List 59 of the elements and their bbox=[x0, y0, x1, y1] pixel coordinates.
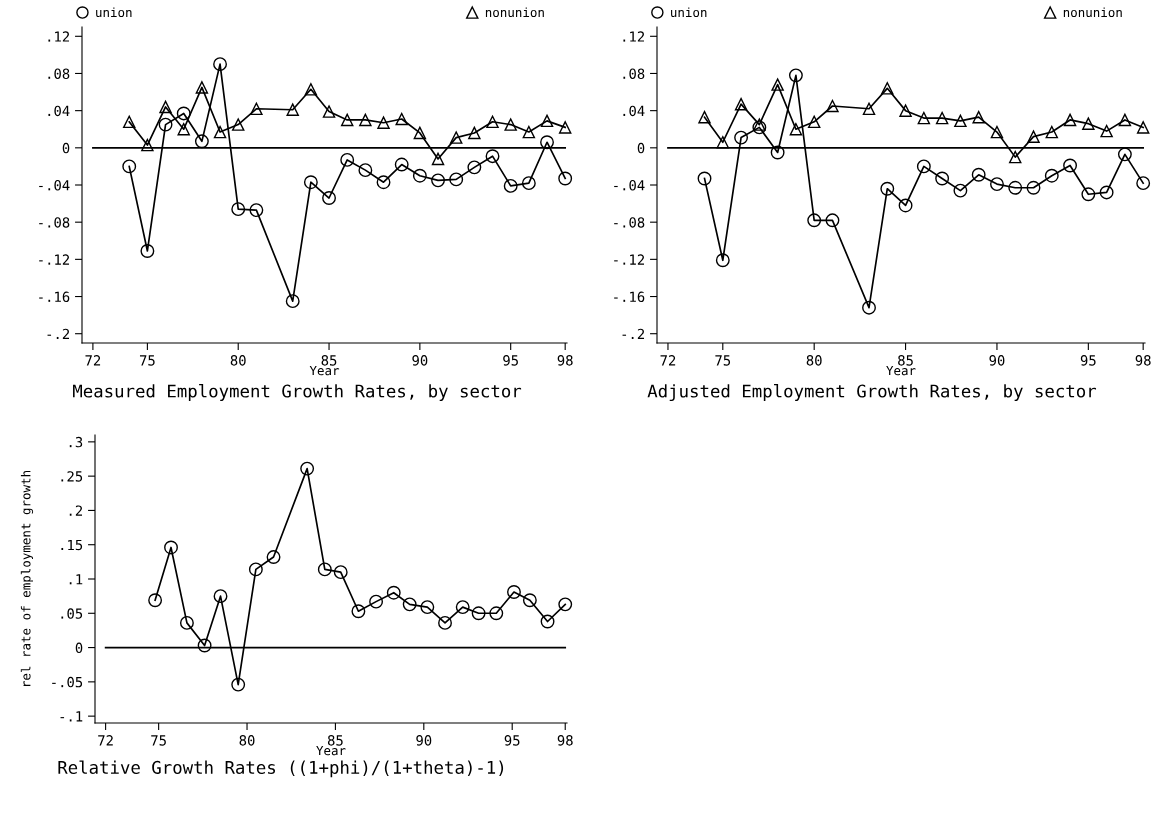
x-tick-label: 95 bbox=[503, 355, 518, 366]
legend-label: union bbox=[96, 7, 132, 18]
y-tick-label: 0 bbox=[75, 642, 83, 654]
x-tick-label: 90 bbox=[416, 735, 432, 746]
x-tick-label: 72 bbox=[98, 735, 113, 746]
x-tick-label: 75 bbox=[715, 355, 731, 366]
x-tick-label: 80 bbox=[239, 735, 255, 746]
x-tick-label: 72 bbox=[85, 355, 101, 366]
x-tick-label: 75 bbox=[139, 355, 155, 366]
x-tick-label: 75 bbox=[151, 735, 166, 746]
legend-label: union bbox=[671, 7, 707, 18]
y-tick-label: -.12 bbox=[39, 254, 70, 265]
y-tick-label: .3 bbox=[69, 436, 83, 448]
y-tick-label: .04 bbox=[48, 105, 70, 117]
x-axis-title: Year bbox=[886, 365, 916, 376]
y-tick-label: -.08 bbox=[614, 217, 645, 228]
y-tick-label: -.16 bbox=[614, 291, 645, 303]
y-tick-label: .12 bbox=[623, 31, 645, 42]
x-tick-label: 80 bbox=[230, 355, 246, 366]
x-tick-label: 98 bbox=[1135, 355, 1151, 366]
y-tick-label: .15 bbox=[61, 539, 83, 551]
y-tick-label: -.2 bbox=[47, 328, 70, 340]
y-tick-label: -.1 bbox=[60, 711, 83, 722]
y-tick-label: -.2 bbox=[622, 328, 645, 340]
x-axis-title: Year bbox=[309, 365, 340, 376]
legend-label: nonunion bbox=[1063, 7, 1122, 18]
y-tick-label: .08 bbox=[623, 68, 645, 79]
x-tick-label: 85 bbox=[321, 355, 337, 366]
y-tick-label: -.05 bbox=[52, 676, 83, 688]
x-tick-label: 90 bbox=[412, 355, 428, 366]
y-tick-label: .08 bbox=[48, 68, 70, 79]
x-tick-label: 98 bbox=[557, 735, 573, 746]
x-tick-label: 80 bbox=[806, 355, 822, 366]
x-tick-label: 95 bbox=[504, 735, 520, 746]
y-tick-label: -.12 bbox=[614, 254, 645, 265]
text: Adjusted Employment Growth Rates, by sector bbox=[647, 384, 1097, 401]
y-tick-label: .12 bbox=[48, 31, 70, 42]
y-tick-label: .1 bbox=[69, 574, 83, 585]
y-tick-label: -.04 bbox=[39, 180, 70, 191]
y-tick-label: -.04 bbox=[614, 180, 645, 191]
y-tick-label: -.08 bbox=[39, 217, 70, 228]
x-tick-label: 98 bbox=[557, 355, 573, 366]
y-tick-label: .25 bbox=[61, 471, 83, 482]
y-tick-label: -.16 bbox=[39, 291, 70, 303]
text: Relative Growth Rates ((1+phi)/(1+theta)-1) bbox=[58, 760, 504, 778]
x-tick-label: 95 bbox=[1080, 355, 1096, 366]
x-tick-label: 72 bbox=[660, 355, 676, 366]
y-tick-label: .05 bbox=[61, 608, 83, 619]
x-tick-label: 90 bbox=[989, 355, 1005, 366]
y-tick-label: .04 bbox=[623, 105, 645, 117]
x-axis-title: Year bbox=[316, 745, 346, 756]
x-tick-label: 85 bbox=[327, 735, 343, 746]
x-tick-label: 85 bbox=[898, 355, 913, 366]
y-tick-label: .2 bbox=[69, 505, 83, 516]
legend-label: nonunion bbox=[485, 7, 544, 18]
text: Measured Employment Growth Rates, by sector bbox=[73, 384, 522, 401]
y-tick-label: 0 bbox=[637, 142, 645, 154]
y-tick-label: 0 bbox=[62, 142, 70, 154]
y-axis-title: rel rate of employment growth bbox=[20, 470, 34, 686]
